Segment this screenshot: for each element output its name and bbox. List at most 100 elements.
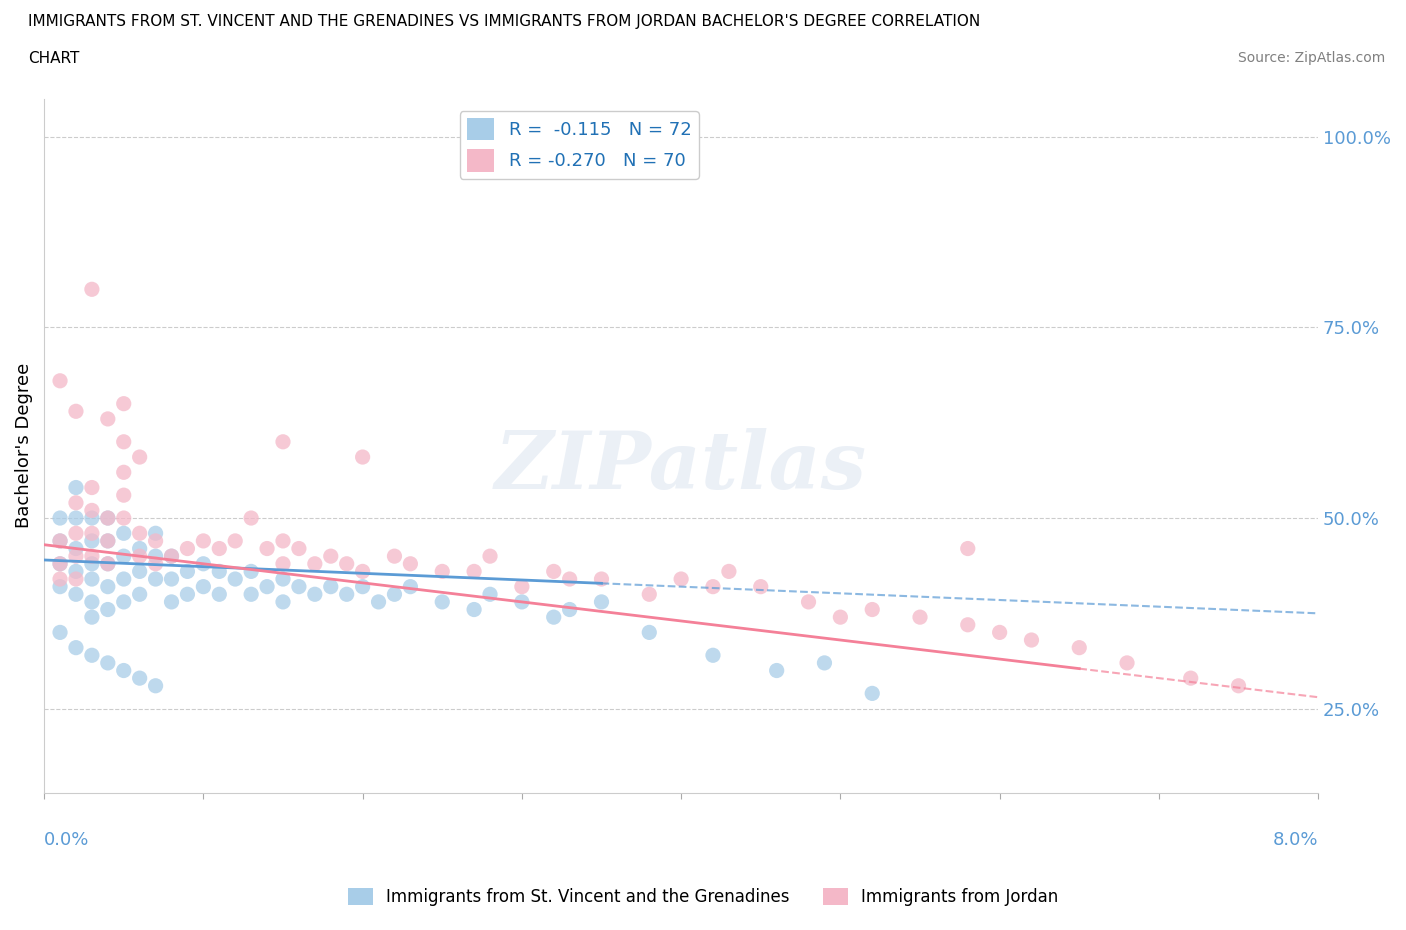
Point [256, 541, 278, 556]
Point [510, 579, 533, 594]
Text: IMMIGRANTS FROM ST. VINCENT AND THE GRENADINES VS IMMIGRANTS FROM JORDAN BACHELO: IMMIGRANTS FROM ST. VINCENT AND THE GREN… [28, 14, 980, 29]
Y-axis label: Bachelor's Degree: Bachelor's Degree [15, 363, 32, 528]
Point [1069, 640, 1091, 655]
Point [65, 496, 87, 511]
Point [860, 686, 883, 701]
Point [160, 549, 183, 564]
Point [638, 587, 661, 602]
Point [510, 594, 533, 609]
Point [80, 572, 103, 587]
Point [208, 541, 231, 556]
Point [638, 625, 661, 640]
Point [463, 564, 485, 578]
Point [80, 503, 103, 518]
Point [717, 564, 740, 578]
Point [65, 572, 87, 587]
Point [65, 525, 87, 540]
Point [160, 572, 183, 587]
Point [145, 556, 167, 571]
Point [97, 411, 120, 426]
Point [384, 549, 406, 564]
Point [112, 525, 135, 540]
Point [176, 541, 198, 556]
Point [65, 404, 87, 418]
Point [1227, 678, 1250, 693]
Point [288, 541, 311, 556]
Point [319, 549, 342, 564]
Point [399, 579, 422, 594]
Point [591, 594, 613, 609]
Point [65, 480, 87, 495]
Point [432, 594, 454, 609]
Point [399, 556, 422, 571]
Point [80, 525, 103, 540]
Point [97, 556, 120, 571]
Point [112, 549, 135, 564]
Point [813, 656, 835, 671]
Point [830, 610, 852, 625]
Point [65, 587, 87, 602]
Point [112, 511, 135, 525]
Point [49, 556, 72, 571]
Point [702, 648, 724, 663]
Point [49, 373, 72, 388]
Point [193, 579, 215, 594]
Point [128, 587, 150, 602]
Point [271, 434, 294, 449]
Point [271, 594, 294, 609]
Point [128, 564, 150, 578]
Point [463, 602, 485, 617]
Point [145, 534, 167, 549]
Point [240, 564, 263, 578]
Point [128, 525, 150, 540]
Legend: Immigrants from St. Vincent and the Grenadines, Immigrants from Jordan: Immigrants from St. Vincent and the Gren… [342, 881, 1064, 912]
Point [97, 534, 120, 549]
Point [304, 556, 326, 571]
Point [97, 579, 120, 594]
Point [65, 511, 87, 525]
Point [112, 663, 135, 678]
Point [49, 556, 72, 571]
Point [160, 594, 183, 609]
Point [193, 556, 215, 571]
Point [304, 587, 326, 602]
Point [208, 564, 231, 578]
Point [145, 525, 167, 540]
Point [80, 594, 103, 609]
Point [97, 602, 120, 617]
Point [112, 594, 135, 609]
Point [224, 534, 246, 549]
Point [97, 556, 120, 571]
Point [160, 549, 183, 564]
Point [193, 534, 215, 549]
Point [749, 579, 772, 594]
Point [271, 556, 294, 571]
Point [288, 579, 311, 594]
Point [49, 534, 72, 549]
Point [256, 579, 278, 594]
Point [352, 579, 374, 594]
Point [145, 572, 167, 587]
Point [1021, 632, 1043, 647]
Point [112, 434, 135, 449]
Point [112, 572, 135, 587]
Text: 8.0%: 8.0% [1272, 830, 1319, 849]
Point [352, 564, 374, 578]
Point [479, 549, 502, 564]
Text: 0.0%: 0.0% [44, 830, 90, 849]
Point [240, 511, 263, 525]
Point [1180, 671, 1202, 685]
Point [988, 625, 1011, 640]
Point [65, 549, 87, 564]
Point [128, 541, 150, 556]
Point [128, 449, 150, 464]
Point [797, 594, 820, 609]
Point [97, 511, 120, 525]
Text: CHART: CHART [28, 51, 80, 66]
Point [80, 282, 103, 297]
Legend: R =  -0.115   N = 72, R = -0.270   N = 70: R = -0.115 N = 72, R = -0.270 N = 70 [460, 112, 699, 179]
Point [128, 549, 150, 564]
Point [956, 541, 979, 556]
Point [240, 587, 263, 602]
Point [49, 572, 72, 587]
